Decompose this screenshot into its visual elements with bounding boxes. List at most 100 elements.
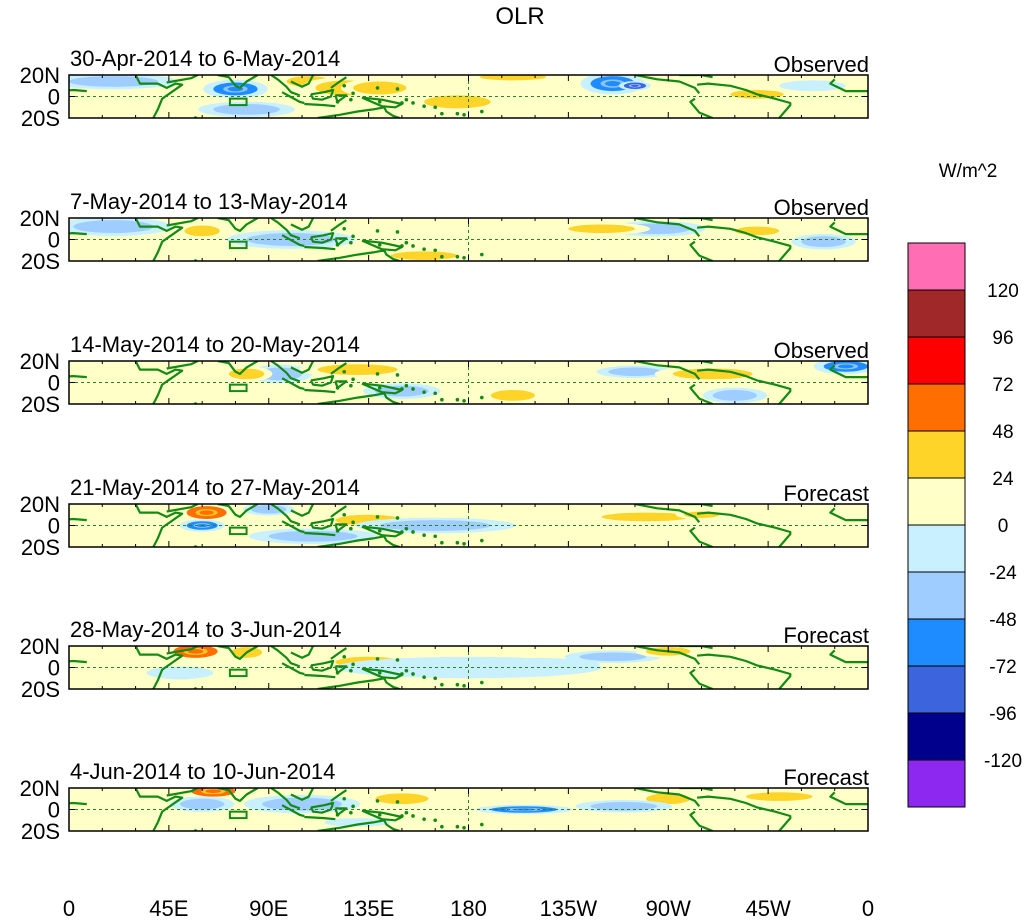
island xyxy=(351,234,355,239)
coastline xyxy=(696,795,792,831)
panel-kind-label: Observed xyxy=(774,195,869,220)
reference-box xyxy=(228,810,248,820)
anomaly-patch xyxy=(490,390,536,401)
colorbar-label: 24 xyxy=(992,469,1014,490)
island xyxy=(422,533,426,537)
island xyxy=(433,391,438,396)
island xyxy=(400,101,404,105)
coastline xyxy=(281,91,305,105)
y-tick-label: 20N xyxy=(20,206,60,231)
y-tick-label: 20S xyxy=(21,106,60,131)
island xyxy=(400,672,404,676)
island xyxy=(411,387,415,391)
coastline xyxy=(330,789,348,802)
x-tick-label: 45W xyxy=(746,896,791,920)
colorbar-swatch xyxy=(907,759,966,808)
coastline xyxy=(217,361,259,375)
coastline xyxy=(270,218,301,240)
island xyxy=(440,540,444,545)
y-tick-label: 20S xyxy=(21,392,60,417)
island xyxy=(351,662,355,667)
island xyxy=(342,512,347,517)
colorbar-label: 96 xyxy=(992,328,1013,349)
panel-kind-label: Forecast xyxy=(783,481,869,506)
colorbar-swatch xyxy=(907,477,966,526)
island xyxy=(351,804,355,809)
coastline xyxy=(679,788,713,792)
x-tick-label: 135W xyxy=(540,896,598,920)
coastline xyxy=(281,377,305,390)
coastline xyxy=(309,659,335,672)
coastline xyxy=(69,88,87,93)
island xyxy=(377,671,382,675)
anomaly-patch xyxy=(262,797,342,811)
island xyxy=(422,817,426,821)
colorbar-label: -120 xyxy=(984,751,1022,772)
coastline xyxy=(334,807,348,817)
island xyxy=(480,252,484,257)
island xyxy=(375,86,380,90)
coastline xyxy=(290,504,315,517)
x-tick-label: 90E xyxy=(249,896,288,920)
y-tick-label: 0 xyxy=(48,798,60,823)
coastline xyxy=(317,535,401,547)
reference-box xyxy=(228,383,248,393)
chart-title: OLR xyxy=(495,3,544,30)
island xyxy=(404,383,409,388)
anomaly-patch xyxy=(601,512,691,522)
island xyxy=(351,377,355,382)
anomaly-patch xyxy=(590,801,658,811)
island xyxy=(433,818,438,823)
coastline xyxy=(679,75,713,79)
y-tick-label: 20N xyxy=(20,349,60,374)
island xyxy=(462,112,466,117)
island xyxy=(411,244,415,248)
colorbar: W/m^2 120 96 72 48 24 0 -24 -48 -72 -96 -120 xyxy=(907,161,1022,808)
colorbar-swatch xyxy=(907,242,966,291)
anomaly-patch xyxy=(213,104,280,115)
anomaly-patch xyxy=(568,224,635,234)
anomaly-patch xyxy=(608,367,662,377)
island xyxy=(404,97,409,102)
coastline xyxy=(689,240,714,261)
y-tick-label: 20S xyxy=(21,535,60,560)
island xyxy=(433,105,438,110)
coastline xyxy=(689,97,714,118)
island xyxy=(440,111,444,116)
y-tick-label: 0 xyxy=(48,514,60,539)
island xyxy=(375,515,380,519)
anomaly-patch xyxy=(745,792,813,801)
anomaly-patch xyxy=(390,251,458,260)
coastline xyxy=(166,75,199,84)
coastline xyxy=(217,646,259,661)
colorbar-label: 48 xyxy=(992,422,1013,443)
coastline xyxy=(166,788,199,797)
island xyxy=(455,540,460,545)
island xyxy=(342,654,347,659)
anomaly-patch xyxy=(479,75,547,81)
x-tick-label: 90W xyxy=(646,896,691,920)
colorbar-label: -72 xyxy=(989,657,1016,678)
island xyxy=(377,243,382,247)
panel-period-title: 28-May-2014 to 3-Jun-2014 xyxy=(70,617,342,642)
coastline xyxy=(361,667,403,680)
x-tick-label: 180 xyxy=(450,896,487,920)
coastline xyxy=(696,368,792,404)
y-tick-label: 0 xyxy=(48,656,60,681)
coastline xyxy=(309,375,335,387)
coastline xyxy=(689,383,714,404)
island xyxy=(455,111,460,116)
anomaly-patch xyxy=(146,666,214,680)
island xyxy=(480,822,484,827)
island xyxy=(377,529,382,533)
island xyxy=(480,109,484,114)
colorbar-swatch xyxy=(907,289,966,338)
island xyxy=(455,254,460,259)
coastline xyxy=(134,788,184,831)
island xyxy=(342,796,347,801)
colorbar-swatch xyxy=(907,524,966,573)
coastline xyxy=(281,234,305,247)
island xyxy=(404,810,409,815)
